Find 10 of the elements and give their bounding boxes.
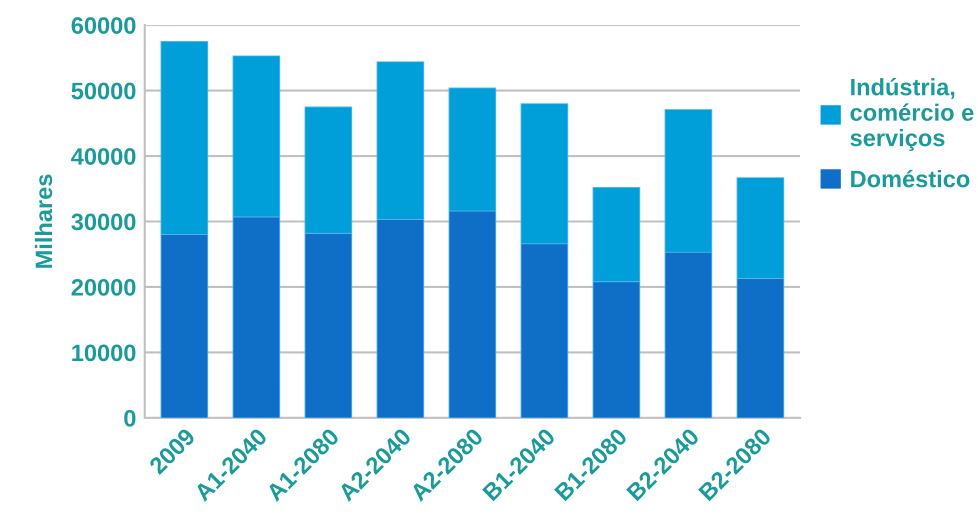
y-tick-label: 40000 [71, 148, 136, 165]
y-tick-label: 60000 [72, 17, 136, 34]
y-tick-label: 50000 [71, 82, 136, 100]
y-tick-label: 30000 [71, 214, 136, 230]
y-tick-label: 10000 [72, 344, 136, 362]
y-axis-title: Milhares [34, 174, 52, 268]
legend-label: Doméstico [851, 170, 970, 188]
y-tick-label: 0 [124, 410, 136, 427]
y-tick-label: 20000 [72, 279, 136, 296]
legend-label: Indústria, comércio e serviços [850, 78, 974, 152]
